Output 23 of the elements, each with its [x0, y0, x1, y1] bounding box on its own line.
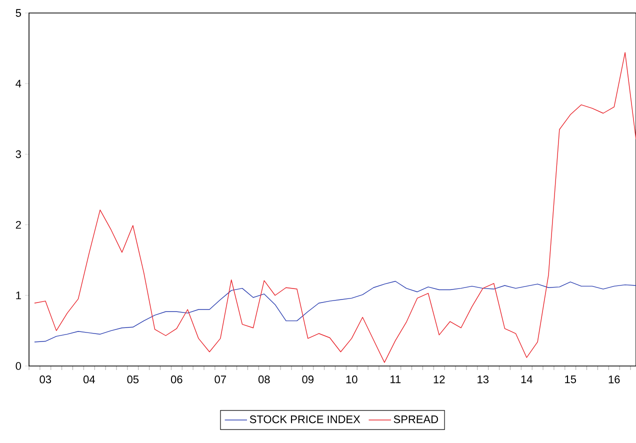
y-tick-label: 5	[16, 9, 22, 17]
y-tick-label: 2	[16, 220, 21, 229]
legend-label: STOCK PRICE INDEX	[250, 415, 360, 424]
x-tick-label: 05	[127, 376, 139, 384]
y-tick-label: 0	[16, 362, 22, 370]
x-tick-label: 13	[478, 376, 489, 384]
x-tick-label: 04	[83, 376, 95, 384]
x-tick-label: 11	[390, 376, 401, 384]
legend-label: SPREAD	[394, 415, 438, 424]
x-tick-label: 14	[521, 376, 532, 384]
x-tick-label: 06	[170, 376, 182, 384]
x-tick-label: 15	[565, 376, 576, 384]
x-tick-label: 07	[214, 376, 226, 384]
x-tick-label: 08	[258, 376, 270, 384]
line-series	[34, 52, 636, 363]
x-tick-label: 10	[346, 376, 358, 384]
y-tick-label: 3	[16, 150, 21, 158]
y-tick-label: 1	[16, 292, 21, 300]
x-tick-label: 16	[608, 376, 620, 384]
y-tick-label: 4	[16, 80, 22, 88]
x-tick-label: 09	[302, 376, 314, 384]
x-tick-label: 03	[40, 376, 52, 384]
x-tick-label: 12	[434, 376, 445, 384]
